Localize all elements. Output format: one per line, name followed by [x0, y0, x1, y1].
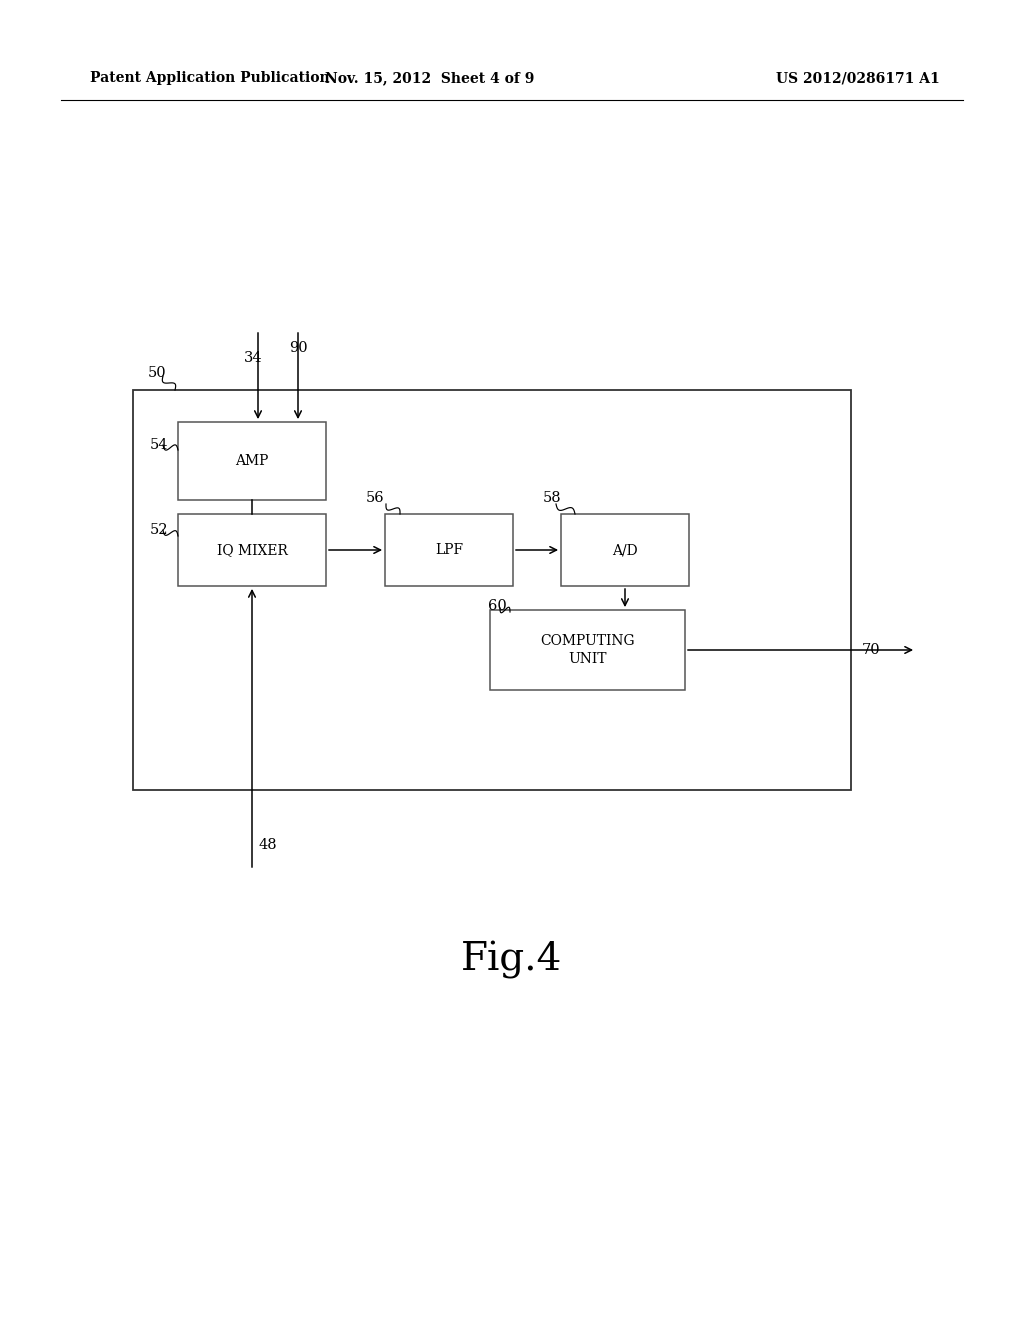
Bar [561, 513, 689, 586]
Text: 48: 48 [259, 838, 278, 851]
Text: Fig.4: Fig.4 [462, 941, 562, 979]
Bar [490, 610, 685, 690]
Text: COMPUTING
UNIT: COMPUTING UNIT [541, 634, 635, 667]
Bar [178, 422, 326, 500]
Bar [133, 389, 851, 789]
Text: 52: 52 [150, 523, 169, 537]
Text: 34: 34 [244, 351, 262, 366]
Text: IQ MIXER: IQ MIXER [216, 543, 288, 557]
Text: 70: 70 [862, 643, 881, 657]
Bar [385, 513, 513, 586]
Text: US 2012/0286171 A1: US 2012/0286171 A1 [776, 71, 940, 84]
Text: Nov. 15, 2012  Sheet 4 of 9: Nov. 15, 2012 Sheet 4 of 9 [326, 71, 535, 84]
Text: 54: 54 [150, 438, 169, 451]
Text: A/D: A/D [612, 543, 638, 557]
Text: 60: 60 [488, 599, 507, 612]
Text: 58: 58 [543, 491, 561, 506]
Text: AMP: AMP [236, 454, 268, 469]
Bar [178, 513, 326, 586]
Text: Patent Application Publication: Patent Application Publication [90, 71, 330, 84]
Text: 56: 56 [366, 491, 384, 506]
Text: 50: 50 [148, 366, 167, 380]
Text: LPF: LPF [435, 543, 463, 557]
Text: 90: 90 [289, 341, 307, 355]
